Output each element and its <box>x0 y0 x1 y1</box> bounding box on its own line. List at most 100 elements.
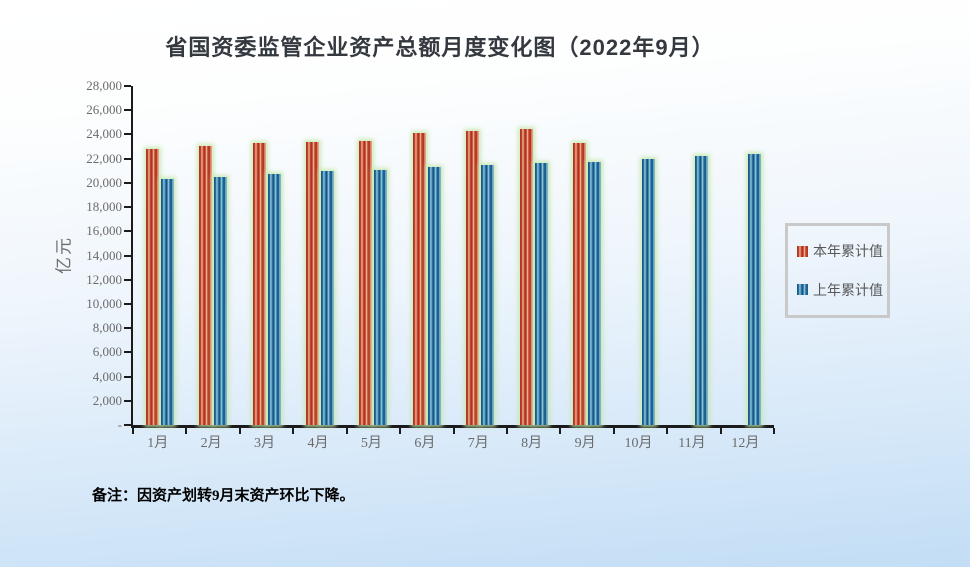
legend-item-current-year: 本年累计值 <box>797 241 883 261</box>
x-axis-tick <box>399 428 402 434</box>
bar-上年累计值-3月 <box>267 173 281 425</box>
legend-box: 本年累计值 上年累计值 <box>785 223 890 318</box>
y-axis-tick-label: 22,000 <box>86 150 122 166</box>
y-axis-tick-label: 12,000 <box>86 271 122 287</box>
x-axis-label-2月: 2月 <box>200 436 222 451</box>
y-axis-tick-label: 16,000 <box>86 223 122 239</box>
bar-本年累计值-3月 <box>252 142 266 425</box>
x-axis-label-6月: 6月 <box>414 436 436 451</box>
y-axis-tick <box>124 85 131 87</box>
bar-上年累计值-1月 <box>160 178 174 425</box>
x-axis-label-3月: 3月 <box>254 436 276 451</box>
bar-上年累计值-11月 <box>694 156 708 425</box>
x-axis-tick <box>559 428 562 434</box>
x-axis-tick <box>292 428 295 434</box>
x-axis-tick <box>345 428 348 434</box>
y-axis-tick-label: 6,000 <box>92 344 122 360</box>
y-axis-tick-label: 4,000 <box>92 368 122 384</box>
x-axis-label-10月: 10月 <box>624 436 653 451</box>
bars-row <box>133 86 774 425</box>
y-axis-tick <box>124 133 131 136</box>
y-axis-tick <box>124 327 131 330</box>
y-axis-tick <box>124 181 131 184</box>
y-axis-tick-label: 20,000 <box>86 174 122 190</box>
bar-本年累计值-7月 <box>466 131 480 425</box>
y-axis-tick-label: 8,000 <box>92 320 122 336</box>
bar-上年累计值-5月 <box>374 170 388 425</box>
x-axis-tick <box>773 428 775 434</box>
y-axis-tick <box>124 157 131 160</box>
y-axis-tick-label: 28,000 <box>86 78 122 93</box>
bar-group-2月 <box>186 86 239 425</box>
y-axis-tick <box>124 302 131 305</box>
bar-group-10月 <box>614 86 667 425</box>
x-axis-labels: 1月 2月 3月 4月 5月 6月 7月 8月 9月 10月 11月 12月 <box>131 432 772 452</box>
chart-title: 省国资委监管企业资产总额月度变化图（2022年9月） <box>165 35 715 60</box>
x-axis-label-4月: 4月 <box>307 436 329 451</box>
x-axis-label-1月: 1月 <box>147 436 169 451</box>
bar-本年累计值-8月 <box>519 129 533 425</box>
y-axis-tick <box>124 351 131 354</box>
bar-上年累计值-12月 <box>748 153 762 425</box>
bar-group-7月 <box>454 86 507 425</box>
bar-本年累计值-9月 <box>573 142 587 425</box>
y-axis-tick <box>124 254 131 257</box>
bar-本年累计值-1月 <box>145 149 159 425</box>
x-axis-label-9月: 9月 <box>574 436 596 451</box>
bar-上年累计值-10月 <box>641 159 655 425</box>
bar-group-12月 <box>721 86 774 425</box>
bar-本年累计值-5月 <box>359 140 373 425</box>
x-axis-tick <box>505 428 508 434</box>
bar-group-4月 <box>293 86 346 425</box>
x-axis-tick <box>238 428 241 434</box>
bar-group-3月 <box>240 86 293 425</box>
y-axis-tick-label: 10,000 <box>86 295 122 311</box>
x-axis-tick <box>452 428 455 434</box>
y-axis-tick <box>124 278 131 281</box>
y-axis-tick-label: 2,000 <box>92 392 122 408</box>
bar-本年累计值-4月 <box>305 141 319 425</box>
y-axis-tick-label: - <box>117 417 122 432</box>
x-axis-tick <box>132 428 134 434</box>
x-axis-tick <box>666 428 669 434</box>
bar-上年累计值-4月 <box>320 171 334 425</box>
legend-item-previous-year: 上年累计值 <box>797 280 883 300</box>
bar-本年累计值-6月 <box>412 133 426 425</box>
bar-上年累计值-6月 <box>427 167 441 425</box>
x-axis-tick <box>612 428 615 434</box>
y-axis-labels: 28,000 26,000 24,000 22,000 20,000 18,000 16,0… <box>0 78 122 432</box>
y-axis-tick <box>124 109 131 112</box>
x-axis-label-7月: 7月 <box>467 436 489 451</box>
legend-label-previous-year: 上年累计值 <box>813 283 883 299</box>
bar-group-5月 <box>347 86 400 425</box>
x-axis-tick <box>185 428 188 434</box>
bar-group-8月 <box>507 86 560 425</box>
plot-area <box>124 85 775 434</box>
legend-swatch-previous-year-icon <box>797 284 808 296</box>
bar-group-11月 <box>667 86 720 425</box>
x-axis-label-8月: 8月 <box>521 436 543 451</box>
y-axis-tick <box>124 424 131 426</box>
bar-本年累计值-2月 <box>199 145 213 425</box>
x-axis-label-11月: 11月 <box>678 436 706 451</box>
y-axis-tick-label: 24,000 <box>86 126 122 142</box>
legend-label-current-year: 本年累计值 <box>813 245 883 261</box>
footnote: 备注：因资产划转9月末资产环比下降。 <box>92 488 355 504</box>
legend-swatch-current-year-icon <box>797 245 808 257</box>
bar-group-6月 <box>400 86 453 425</box>
y-axis-tick-label: 18,000 <box>86 199 122 215</box>
x-axis-label-12月: 12月 <box>731 436 760 451</box>
bar-上年累计值-7月 <box>481 165 495 425</box>
y-axis-tick <box>124 230 131 233</box>
y-axis-tick-label: 26,000 <box>86 102 122 118</box>
bar-上年累计值-8月 <box>534 162 548 425</box>
bar-group-1月 <box>133 86 186 425</box>
y-axis-tick-label: 14,000 <box>86 247 122 263</box>
bar-上年累计值-2月 <box>214 177 228 425</box>
y-axis-tick <box>124 375 131 378</box>
x-axis-label-5月: 5月 <box>360 436 382 451</box>
y-axis-tick <box>124 206 131 209</box>
bar-group-9月 <box>560 86 613 425</box>
x-axis-tick <box>719 428 722 434</box>
